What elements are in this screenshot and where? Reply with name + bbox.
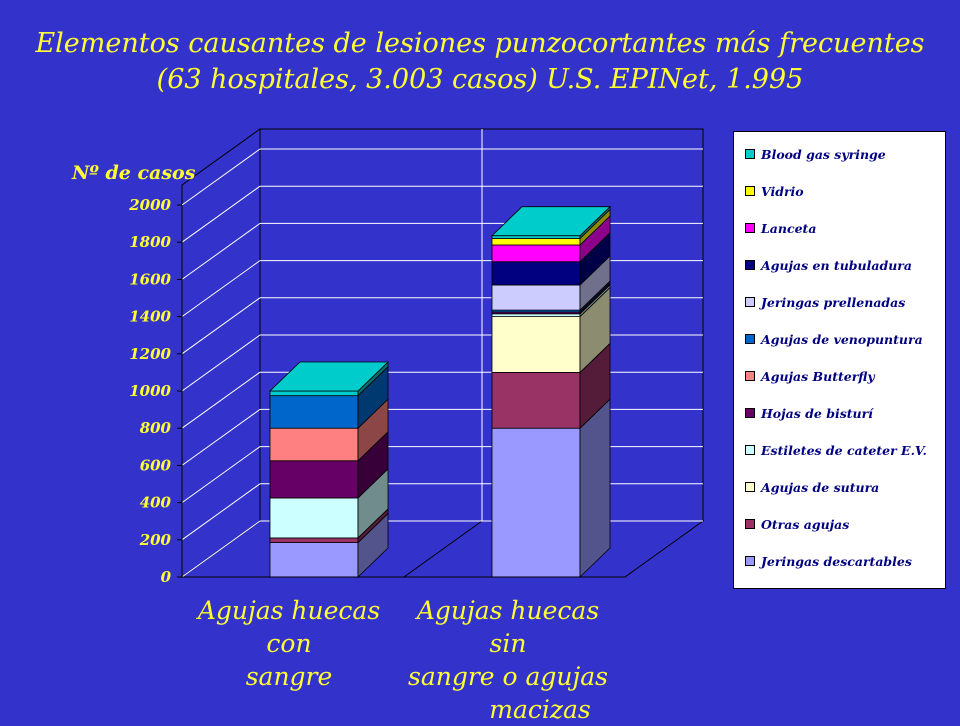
gridline-side xyxy=(181,483,261,541)
legend-item: Jeringas prellenadas xyxy=(745,294,905,310)
gridline-side xyxy=(181,520,261,578)
category-label-line: macizas xyxy=(489,695,591,724)
legend-item: Agujas de sutura xyxy=(745,479,879,495)
bar-segment-0-0 xyxy=(269,542,359,578)
legend-swatch xyxy=(745,260,755,270)
legend-label: Agujas en tubuladura xyxy=(761,257,912,273)
y-tick-label: 0 xyxy=(161,568,172,586)
legend-item: Blood gas syringe xyxy=(745,146,886,162)
category-label-line: sangre o agujas xyxy=(407,662,609,691)
bar-segment-0-11 xyxy=(269,390,359,397)
legend-label: Agujas Butterfly xyxy=(761,368,875,384)
gridline-side xyxy=(181,260,261,318)
category-divider-floor xyxy=(403,520,483,578)
legend-swatch xyxy=(745,149,755,159)
bar-segment-1-11 xyxy=(491,235,581,239)
bar-segment-1-3 xyxy=(491,313,581,317)
legend-label: Jeringas prellenadas xyxy=(761,294,906,310)
legend-item: Lanceta xyxy=(745,220,816,236)
y-tick-label: 1000 xyxy=(129,382,171,400)
legend-item: Vidrio xyxy=(745,183,804,199)
category-label-0: Agujas huecas con sangre xyxy=(178,594,400,693)
legend-item: Agujas Butterfly xyxy=(745,368,875,384)
y-tick-label: 200 xyxy=(139,531,172,549)
legend-label: Vidrio xyxy=(761,183,804,199)
legend-swatch xyxy=(745,223,755,233)
category-label-line: Agujas huecas con xyxy=(197,596,381,658)
y-tick-label: 800 xyxy=(140,419,172,437)
legend-label: Blood gas syringe xyxy=(761,146,886,162)
y-tick-label: 1600 xyxy=(129,270,171,288)
y-tick-label: 600 xyxy=(140,456,172,474)
title-line-2: (63 hospitales, 3.003 casos) U.S. EPINet… xyxy=(156,64,804,95)
gridline-side xyxy=(181,408,261,466)
y-tick-label: 1800 xyxy=(129,233,171,251)
y-axis-label: Nº de casos xyxy=(71,162,196,184)
legend-swatch xyxy=(745,556,755,566)
legend-swatch xyxy=(745,482,755,492)
category-label-1: Agujas huecas sin sangre o agujas macizas xyxy=(395,594,621,726)
bar-segment-0-6 xyxy=(269,395,359,429)
legend-label: Agujas de sutura xyxy=(761,479,880,495)
legend-item: Estiletes de cateter E.V. xyxy=(745,442,927,458)
gridline-side xyxy=(181,185,261,243)
gridline-side xyxy=(181,148,261,206)
legend-label: Hojas de bisturí xyxy=(761,405,873,421)
legend: Blood gas syringe Vidrio Lanceta Agujas en … xyxy=(733,131,946,589)
title-line-1: Elementos causantes de lesiones punzocor… xyxy=(35,28,925,59)
y-tick-label: 400 xyxy=(140,494,172,512)
legend-swatch xyxy=(745,519,755,529)
gridline-side xyxy=(181,334,261,392)
legend-swatch xyxy=(745,408,755,418)
bar-top-0 xyxy=(269,361,389,392)
gridline-side xyxy=(181,222,261,280)
chart-walls xyxy=(180,128,705,578)
bar-segment-1-0 xyxy=(491,427,581,578)
bar-segment-0-3 xyxy=(269,497,359,539)
bar-segment-1-1 xyxy=(491,371,581,429)
y-tick-label: 2000 xyxy=(128,196,171,214)
legend-label: Estiletes de cateter E.V. xyxy=(761,442,927,458)
legend-item: Jeringas descartables xyxy=(745,553,912,569)
legend-swatch xyxy=(745,297,755,307)
legend-label: Lanceta xyxy=(761,220,817,236)
gridline-side xyxy=(181,371,261,429)
bar-segment-1-9 xyxy=(491,244,581,263)
legend-label: Agujas de venopuntura xyxy=(761,331,923,347)
chart-title: Elementos causantes de lesiones punzocor… xyxy=(0,26,960,98)
bar-segment-1-7 xyxy=(491,284,581,311)
legend-swatch xyxy=(745,445,755,455)
bar-segment-0-4 xyxy=(269,460,359,499)
legend-swatch xyxy=(745,334,755,344)
category-label-line: Agujas huecas sin xyxy=(416,596,600,658)
y-axis: 0 200 400 600 800 1000 1200 1400 1600 1800 2000 xyxy=(128,196,625,586)
legend-label: Jeringas descartables xyxy=(761,553,912,569)
category-label-line: sangre xyxy=(245,662,333,691)
legend-swatch xyxy=(745,371,755,381)
legend-item: Agujas de venopuntura xyxy=(745,331,923,347)
legend-item: Otras agujas xyxy=(745,516,849,532)
legend-label: Otras agujas xyxy=(761,516,850,532)
bar-segment-1-8 xyxy=(491,261,581,286)
legend-item: Hojas de bisturí xyxy=(745,405,873,421)
bar-side-1-0 xyxy=(579,398,611,578)
bar-segment-1-10 xyxy=(491,238,581,246)
bar-segment-0-5 xyxy=(269,427,359,462)
gridline-side xyxy=(181,446,261,504)
bar-top-1 xyxy=(491,206,611,237)
bar-segment-0-1 xyxy=(269,537,359,543)
y-tick-label: 1400 xyxy=(129,308,171,326)
gridlines xyxy=(181,148,703,578)
bar-stacks xyxy=(269,205,611,578)
legend-item: Agujas en tubuladura xyxy=(745,257,912,273)
bar-segment-1-2 xyxy=(491,316,581,373)
y-tick-label: 1200 xyxy=(129,345,171,363)
gridline-side xyxy=(181,297,261,355)
legend-swatch xyxy=(745,186,755,196)
